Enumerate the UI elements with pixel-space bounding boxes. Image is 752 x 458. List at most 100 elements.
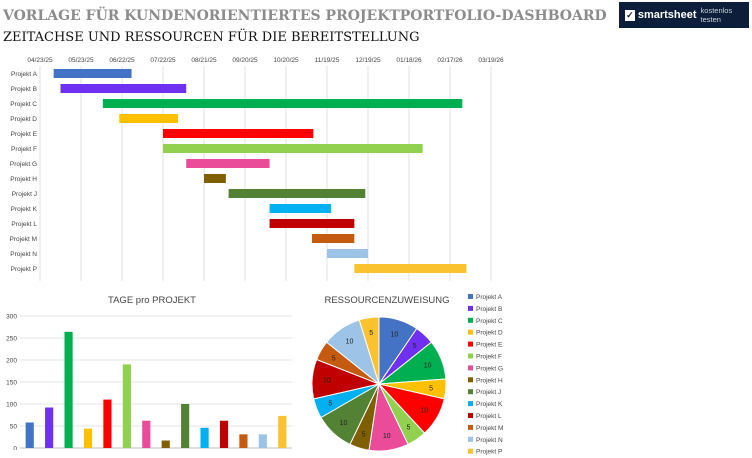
pie-legend-swatch	[468, 377, 473, 383]
pie-legend-swatch	[468, 329, 473, 335]
gantt-x-tick-label: 01/18/26	[396, 57, 422, 64]
pie-legend-label: Projekt N	[476, 437, 503, 444]
pie-legend-swatch	[468, 389, 473, 395]
days-y-tick-label: 300	[6, 314, 17, 321]
days-y-tick-label: 50	[10, 424, 18, 431]
gantt-x-tick-label: 07/22/25	[150, 57, 176, 64]
pie-legend-swatch	[468, 353, 473, 359]
pie-legend-swatch	[468, 401, 473, 407]
gantt-task-label: Projekt B	[11, 86, 37, 93]
pie-data-label: 5	[406, 425, 410, 432]
gantt-task-label: Projekt F	[11, 146, 37, 153]
days-bar	[64, 331, 73, 448]
logo-brand-text: smartsheet	[637, 9, 697, 21]
gantt-x-tick-label: 08/21/25	[191, 57, 217, 64]
smartsheet-logo-button[interactable]: ✓ smartsheet kostenlos testen	[619, 2, 749, 28]
pie-data-label: 5	[362, 431, 366, 438]
page-subtitle: ZEITACHSE UND RESSOURCEN FÜR DIE BEREITS…	[3, 30, 420, 45]
days-y-tick-label: 250	[6, 336, 17, 343]
days-bar	[161, 440, 170, 448]
days-bar	[181, 404, 190, 448]
pie-legend-swatch	[468, 448, 473, 454]
pie-legend-swatch	[468, 436, 473, 442]
gantt-x-tick-label: 06/22/25	[109, 57, 135, 64]
gantt-task-bar	[53, 69, 132, 78]
gantt-task-bar	[163, 144, 423, 153]
gantt-task-bar	[354, 264, 467, 273]
gantt-x-tick-label: 03/19/26	[478, 57, 504, 64]
pie-legend-swatch	[468, 365, 473, 371]
pie-legend-label: Projekt A	[476, 294, 503, 301]
pie-data-label: 10	[323, 378, 331, 385]
pie-legend-label: Projekt H	[476, 377, 503, 384]
days-y-tick-label: 100	[6, 402, 17, 409]
pie-legend-swatch	[468, 305, 473, 311]
pie-data-label: 5	[332, 355, 336, 362]
pie-legend-swatch	[468, 341, 473, 347]
pie-legend-label: Projekt C	[476, 318, 503, 325]
gantt-task-bar	[269, 204, 332, 213]
gantt-task-label: Projekt D	[10, 116, 37, 123]
days-bar	[239, 434, 248, 448]
pie-data-label: 10	[391, 332, 399, 339]
gantt-x-tick-label: 12/19/25	[355, 57, 381, 64]
days-bar	[200, 427, 209, 448]
days-bar	[278, 415, 287, 448]
pie-data-label: 10	[424, 362, 432, 369]
gantt-task-label: Projekt A	[11, 71, 38, 78]
gantt-task-bar	[204, 174, 226, 183]
gantt-task-bar	[228, 189, 366, 198]
gantt-task-bar	[119, 114, 179, 123]
gantt-task-label: Projekt M	[10, 236, 37, 243]
gantt-x-tick-label: 05/23/25	[68, 57, 94, 64]
pie-data-label: 5	[369, 330, 373, 337]
smartsheet-check-icon: ✓	[625, 9, 635, 21]
pie-legend-label: Projekt B	[476, 306, 502, 313]
days-bar	[45, 407, 54, 448]
days-bar	[142, 420, 151, 448]
gantt-task-label: Projekt P	[11, 266, 37, 273]
page-title: VORLAGE FÜR KUNDENORIENTIERTES PROJEKTPO…	[3, 8, 607, 24]
gantt-task-label: Projekt H	[10, 176, 37, 183]
days-y-tick-label: 150	[6, 380, 17, 387]
gantt-task-bar	[163, 129, 314, 138]
days-bar	[219, 420, 229, 448]
pie-legend-swatch	[468, 424, 473, 430]
gantt-task-label: Projekt N	[10, 251, 37, 258]
gantt-x-tick-label: 11/19/25	[315, 57, 340, 64]
resource-pie-chart: RESSOURCENZUWEISUNG 10 5 10 5 10 5 10 5 10 5 10 5 10 5…	[311, 294, 503, 456]
gantt-chart: 04/23/25 05/23/25 06/22/25 07/22/25 08/21/25…	[10, 57, 504, 281]
pie-slice	[358, 316, 380, 385]
days-bar	[258, 434, 267, 448]
pie-data-label: 10	[420, 408, 428, 415]
days-y-tick-label: 200	[6, 358, 17, 365]
gantt-task-label: Projekt C	[10, 101, 37, 108]
gantt-task-label: Projekt G	[10, 161, 37, 168]
pie-legend-label: Projekt L	[476, 413, 502, 420]
pie-chart-title: RESSOURCENZUWEISUNG	[324, 295, 449, 306]
pie-legend-label: Projekt K	[476, 401, 503, 408]
pie-data-label: 5	[328, 401, 332, 408]
pie-legend-swatch	[468, 413, 473, 418]
gantt-task-bar	[60, 84, 187, 93]
gantt-task-bar	[186, 159, 270, 168]
days-bar	[83, 428, 93, 448]
days-chart-title: TAGE pro PROJEKT	[108, 295, 196, 306]
pie-legend-label: Projekt D	[476, 330, 503, 337]
pie-data-label: 10	[340, 420, 348, 427]
days-bar-chart: TAGE pro PROJEKT050100150200250300Projek…	[6, 295, 292, 450]
pie-legend-label: Projekt F	[476, 354, 502, 361]
gantt-task-label: Projekt L	[11, 221, 37, 228]
gantt-x-tick-label: 04/23/25	[27, 57, 53, 64]
gantt-task-label: Projekt J	[12, 191, 37, 198]
gantt-task-bar	[327, 249, 368, 258]
gantt-x-tick-label: 02/17/26	[437, 57, 463, 64]
gantt-task-label: Projekt E	[11, 131, 38, 138]
days-bar	[122, 364, 131, 448]
gantt-task-label: Projekt K	[11, 206, 38, 213]
gantt-x-tick-label: 09/20/25	[232, 57, 258, 64]
pie-legend-label: Projekt P	[476, 449, 502, 456]
pie-legend-label: Projekt E	[476, 342, 503, 349]
gantt-task-bar	[102, 99, 463, 108]
pie-data-label: 10	[383, 433, 391, 440]
